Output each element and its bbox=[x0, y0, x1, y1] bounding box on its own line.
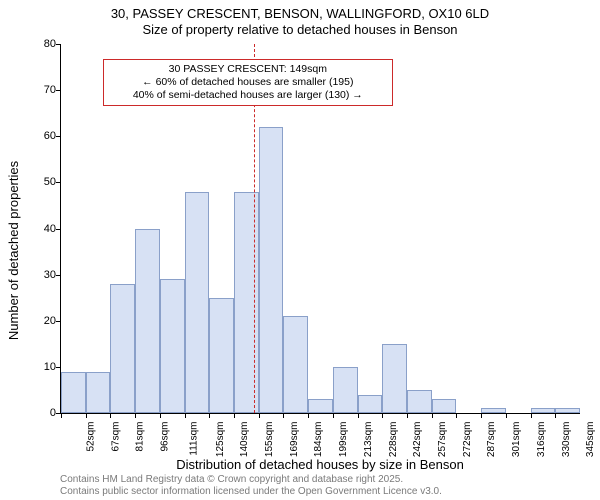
x-tick bbox=[481, 413, 482, 418]
x-tick bbox=[333, 413, 334, 418]
histogram-bar bbox=[358, 395, 383, 413]
x-tick-label: 272sqm bbox=[462, 422, 473, 458]
x-tick bbox=[506, 413, 507, 418]
y-tick bbox=[56, 182, 61, 183]
y-tick bbox=[56, 90, 61, 91]
y-tick bbox=[56, 367, 61, 368]
attribution-line-2: Contains public sector information licen… bbox=[60, 486, 580, 498]
x-tick bbox=[86, 413, 87, 418]
x-tick-label: 125sqm bbox=[215, 422, 226, 458]
x-tick bbox=[531, 413, 532, 418]
histogram-bar bbox=[283, 316, 308, 413]
y-tick bbox=[56, 321, 61, 322]
histogram-bar bbox=[382, 344, 407, 413]
annotation-box: 30 PASSEY CRESCENT: 149sqm← 60% of detac… bbox=[103, 59, 394, 106]
x-axis-label: Distribution of detached houses by size … bbox=[60, 457, 580, 472]
x-tick-label: 169sqm bbox=[289, 422, 300, 458]
x-tick-label: 199sqm bbox=[338, 422, 349, 458]
chart-title-address: 30, PASSEY CRESCENT, BENSON, WALLINGFORD… bbox=[0, 6, 600, 21]
y-tick-label: 0 bbox=[26, 407, 56, 419]
x-tick-label: 330sqm bbox=[561, 422, 572, 458]
x-tick bbox=[61, 413, 62, 418]
histogram-bar bbox=[135, 229, 160, 414]
histogram-bar bbox=[61, 372, 86, 414]
y-tick-label: 80 bbox=[26, 38, 56, 50]
x-tick bbox=[135, 413, 136, 418]
histogram-bar bbox=[259, 127, 284, 413]
x-tick bbox=[283, 413, 284, 418]
x-tick bbox=[209, 413, 210, 418]
y-tick-label: 70 bbox=[26, 84, 56, 96]
histogram-bar bbox=[308, 399, 333, 413]
plot-area: 0102030405060708052sqm67sqm81sqm96sqm111… bbox=[60, 44, 580, 414]
y-tick bbox=[56, 44, 61, 45]
x-tick-label: 257sqm bbox=[437, 422, 448, 458]
x-tick-label: 213sqm bbox=[363, 422, 374, 458]
y-tick-label: 30 bbox=[26, 269, 56, 281]
annotation-line: 40% of semi-detached houses are larger (… bbox=[110, 89, 387, 102]
x-tick-label: 52sqm bbox=[86, 422, 97, 452]
x-tick bbox=[110, 413, 111, 418]
y-tick-label: 10 bbox=[26, 361, 56, 373]
histogram-bar bbox=[209, 298, 234, 413]
y-axis-label: Number of detached properties bbox=[6, 0, 22, 500]
histogram-bar bbox=[160, 279, 185, 413]
histogram-bar bbox=[407, 390, 432, 413]
y-tick bbox=[56, 136, 61, 137]
x-tick-label: 67sqm bbox=[110, 422, 121, 452]
histogram-bar bbox=[555, 408, 580, 413]
attribution: Contains HM Land Registry data © Crown c… bbox=[60, 474, 580, 497]
x-tick-label: 111sqm bbox=[188, 422, 199, 456]
x-tick-label: 345sqm bbox=[585, 422, 596, 458]
x-tick bbox=[407, 413, 408, 418]
y-tick-label: 40 bbox=[26, 223, 56, 235]
x-tick-label: 184sqm bbox=[314, 422, 325, 458]
x-tick-label: 155sqm bbox=[264, 422, 275, 458]
x-tick bbox=[259, 413, 260, 418]
annotation-line: 30 PASSEY CRESCENT: 149sqm bbox=[110, 63, 387, 76]
x-tick bbox=[432, 413, 433, 418]
histogram-bar bbox=[531, 408, 556, 413]
x-tick-label: 140sqm bbox=[239, 422, 250, 458]
histogram-bar bbox=[86, 372, 111, 414]
x-tick-label: 242sqm bbox=[412, 422, 423, 458]
histogram-bar bbox=[185, 192, 210, 413]
x-tick bbox=[234, 413, 235, 418]
x-tick bbox=[382, 413, 383, 418]
y-axis-label-text: Number of detached properties bbox=[7, 160, 22, 339]
histogram-bar bbox=[432, 399, 457, 413]
y-tick-label: 50 bbox=[26, 176, 56, 188]
x-tick bbox=[160, 413, 161, 418]
x-tick-label: 316sqm bbox=[536, 422, 547, 458]
x-tick-label: 287sqm bbox=[487, 422, 498, 458]
x-tick bbox=[555, 413, 556, 418]
y-tick bbox=[56, 275, 61, 276]
x-tick-label: 228sqm bbox=[388, 422, 399, 458]
attribution-line-1: Contains HM Land Registry data © Crown c… bbox=[60, 474, 580, 486]
y-tick bbox=[56, 229, 61, 230]
x-tick-label: 96sqm bbox=[160, 422, 171, 452]
x-tick bbox=[358, 413, 359, 418]
annotation-line: ← 60% of detached houses are smaller (19… bbox=[110, 76, 387, 89]
histogram-bar bbox=[110, 284, 135, 413]
histogram-bar bbox=[333, 367, 358, 413]
chart-title-subtitle: Size of property relative to detached ho… bbox=[0, 22, 600, 37]
histogram-bar bbox=[481, 408, 506, 413]
y-tick-label: 20 bbox=[26, 315, 56, 327]
y-tick-label: 60 bbox=[26, 130, 56, 142]
x-tick-label: 301sqm bbox=[511, 422, 522, 458]
x-tick-label: 81sqm bbox=[135, 422, 146, 452]
x-tick bbox=[308, 413, 309, 418]
x-tick bbox=[185, 413, 186, 418]
x-tick bbox=[456, 413, 457, 418]
